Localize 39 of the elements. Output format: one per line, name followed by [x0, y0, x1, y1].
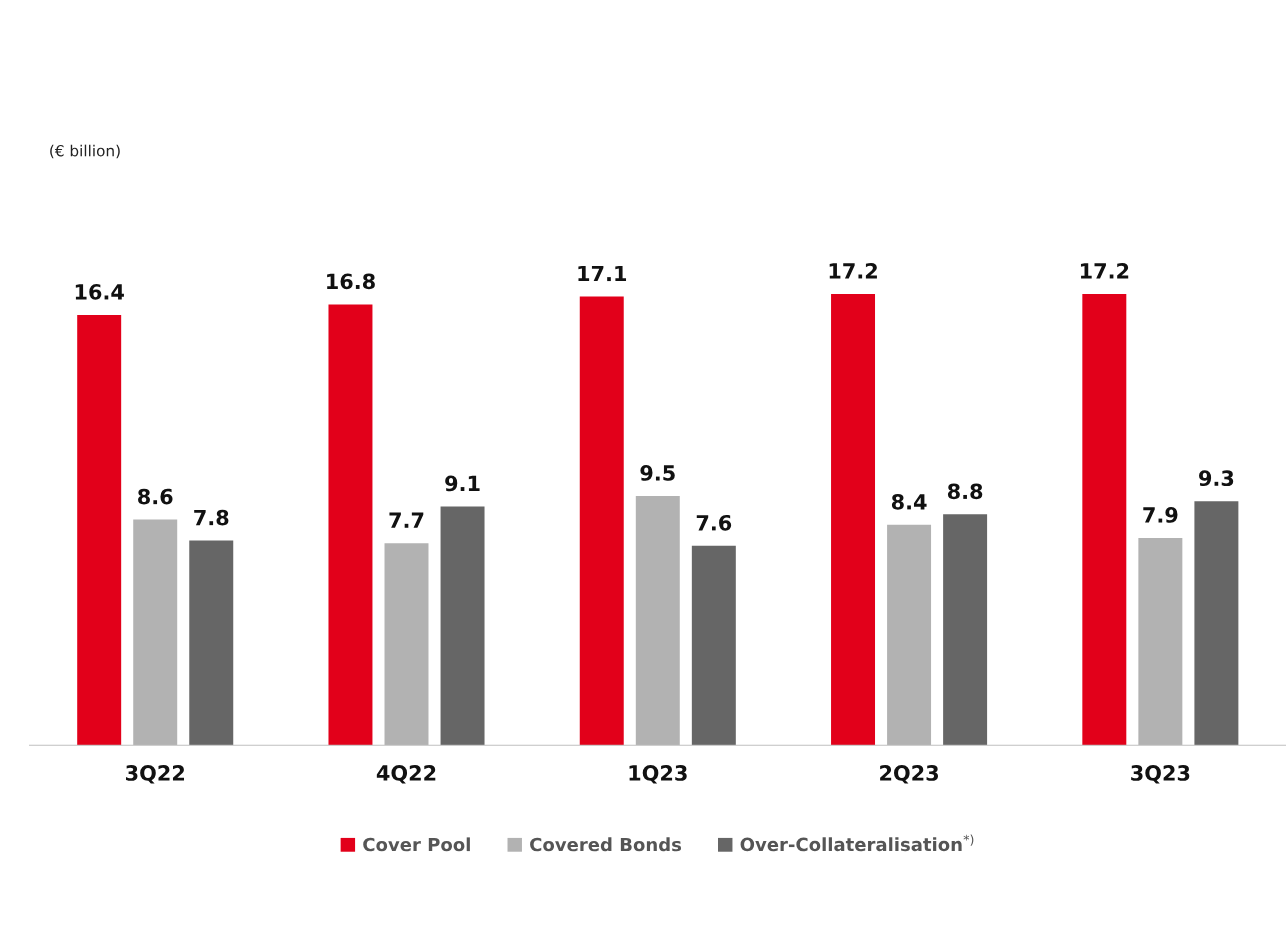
bar: [831, 293, 876, 746]
data-label: 7.9: [1143, 507, 1178, 523]
data-label: 9.1: [445, 475, 480, 492]
data-label: 7.8: [194, 509, 229, 526]
data-label: 16.4: [75, 283, 124, 300]
data-label: 8.4: [891, 493, 927, 510]
x-tick-label: 4Q22: [376, 765, 436, 784]
bar: [1138, 537, 1183, 746]
bar: [635, 495, 680, 746]
bar: [1194, 501, 1239, 746]
data-label: 17.1: [578, 265, 627, 282]
bar: [691, 545, 736, 746]
bar: [887, 524, 932, 746]
data-label: 16.8: [327, 273, 375, 290]
data-label: 17.2: [829, 262, 877, 279]
x-tick-label: 2Q23: [880, 765, 939, 784]
text: (€ billion): [50, 144, 120, 159]
bar: [943, 514, 988, 746]
data-label: 17.2: [1080, 262, 1129, 279]
bar: [328, 304, 373, 746]
legend-label: Covered Bonds: [530, 837, 682, 852]
bar: [77, 314, 122, 746]
data-label: 8.6: [138, 488, 173, 505]
bar: [133, 519, 178, 746]
data-label: 9.3: [1199, 470, 1234, 487]
data-label: 8.8: [947, 483, 983, 500]
data-label: 7.6: [696, 514, 732, 531]
bar: [384, 543, 429, 746]
x-tick-label: 3Q22: [126, 765, 185, 784]
data-label: 9.5: [640, 465, 675, 481]
bar: [440, 506, 485, 746]
bar: [1082, 293, 1127, 746]
data-label: 7.7: [389, 512, 424, 528]
legend-label: Over-Collateralisation$^{*)}$: [740, 834, 974, 852]
x-tick-label: 1Q23: [629, 765, 687, 784]
x-tick-label: 3Q23: [1131, 765, 1190, 784]
legend-label: Cover Pool: [363, 837, 470, 852]
bar: [579, 296, 624, 746]
bar: [189, 540, 234, 746]
